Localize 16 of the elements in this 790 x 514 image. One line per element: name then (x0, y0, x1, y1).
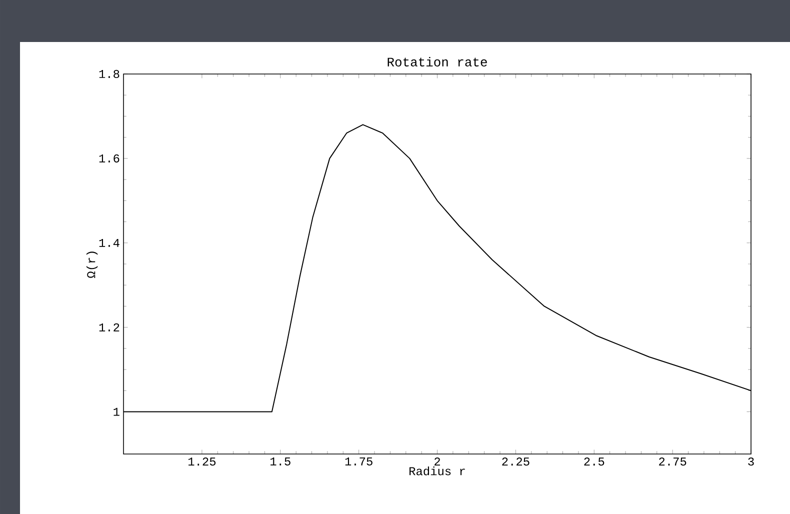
chart-title: Rotation rate (388, 56, 487, 66)
x-tick-label: 1.25 (188, 458, 216, 466)
x-tick-label: 1.75 (345, 458, 372, 466)
x-tick-label: 2.25 (502, 458, 530, 466)
x-tick-label: 2.5 (584, 458, 604, 466)
y-tick-label: 1.4 (99, 238, 120, 247)
x-axis-title: Radius r (410, 466, 465, 476)
x-tick-label: 2.75 (659, 458, 686, 466)
x-tick-label: 3 (748, 458, 754, 466)
y-tick-label: 1.8 (99, 70, 120, 78)
x-tick-label: 2 (434, 458, 440, 466)
y-tick-label: 1.6 (99, 154, 120, 162)
x-tick-label: 1.5 (270, 458, 290, 466)
y-tick-label: 1.2 (99, 323, 120, 332)
y-axis-title: Ω(r) (86, 252, 98, 278)
y-tick-label: 1 (114, 408, 120, 416)
